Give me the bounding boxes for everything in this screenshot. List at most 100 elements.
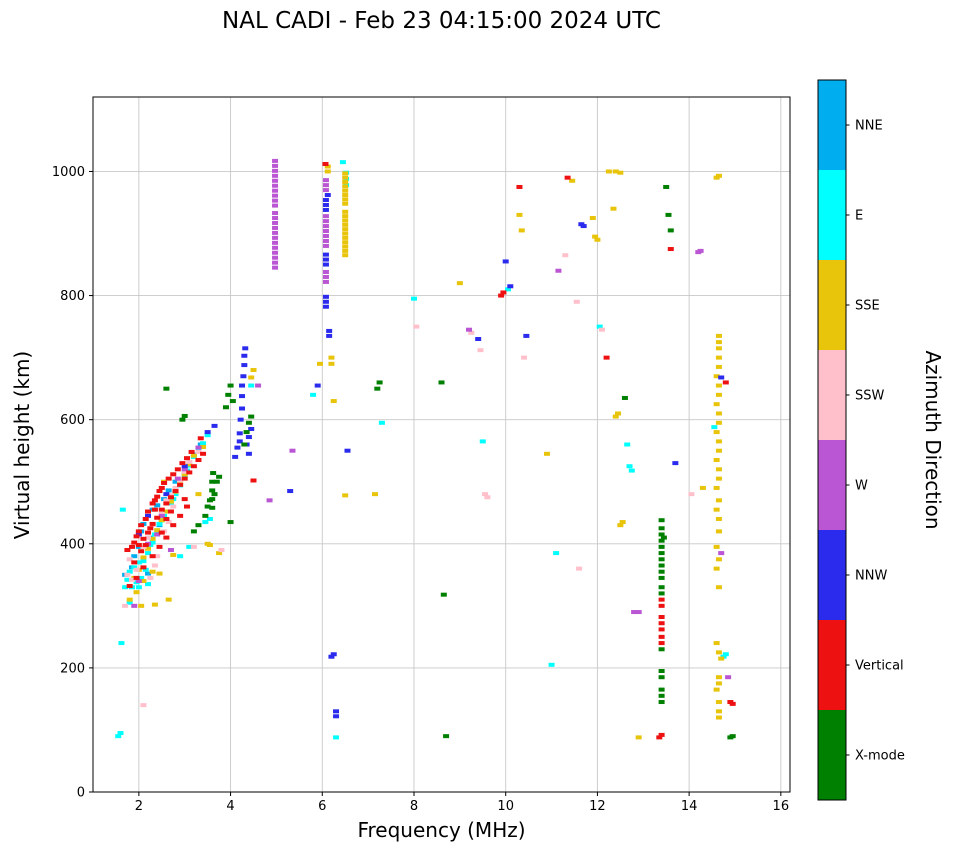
scatter-point bbox=[665, 212, 672, 217]
scatter-point bbox=[322, 274, 329, 279]
x-axis-label: Frequency (MHz) bbox=[357, 818, 526, 842]
x-tick-label: 12 bbox=[589, 799, 606, 814]
scatter-point bbox=[145, 535, 152, 540]
scatter-point bbox=[322, 224, 329, 229]
scatter-point bbox=[342, 188, 349, 193]
scatter-point bbox=[289, 448, 296, 453]
scatter-point bbox=[272, 240, 279, 245]
scatter-point bbox=[170, 552, 177, 557]
scatter-point bbox=[631, 610, 638, 615]
scatter-point bbox=[227, 520, 234, 525]
scatter-point bbox=[376, 380, 383, 385]
scatter-point bbox=[131, 565, 138, 570]
scatter-point bbox=[154, 528, 161, 533]
scatter-point bbox=[333, 714, 340, 719]
scatter-point bbox=[133, 590, 140, 595]
scatter-point bbox=[145, 546, 152, 551]
scatter-point bbox=[342, 184, 349, 189]
scatter-point bbox=[272, 260, 279, 265]
scatter-point bbox=[163, 516, 170, 521]
colorbar-segment-x-mode bbox=[818, 710, 846, 800]
scatter-point bbox=[610, 206, 617, 211]
colorbar-segment-ssw bbox=[818, 350, 846, 440]
scatter-point bbox=[204, 430, 211, 435]
scatter-point bbox=[181, 497, 188, 502]
scatter-point bbox=[140, 559, 147, 564]
scatter-point bbox=[216, 474, 223, 479]
x-tick-label: 6 bbox=[318, 799, 326, 814]
scatter-point bbox=[314, 383, 321, 388]
scatter-point bbox=[715, 340, 722, 345]
x-tick-label: 4 bbox=[226, 799, 234, 814]
scatter-point bbox=[163, 501, 170, 506]
scatter-point bbox=[248, 414, 255, 419]
colorbar-category-label: NNE bbox=[855, 119, 883, 134]
scatter-point bbox=[344, 448, 351, 453]
scatter-point bbox=[272, 235, 279, 240]
scatter-point bbox=[167, 547, 174, 552]
scatter-point bbox=[322, 207, 329, 212]
scatter-point bbox=[658, 634, 665, 639]
colorbar-segment-sse bbox=[818, 260, 846, 350]
scatter-point bbox=[715, 476, 722, 481]
scatter-point bbox=[115, 734, 122, 739]
scatter-point bbox=[117, 731, 124, 736]
scatter-point bbox=[518, 228, 525, 233]
scatter-point bbox=[596, 324, 603, 329]
scatter-point bbox=[658, 687, 665, 692]
scatter-point bbox=[342, 218, 349, 223]
scatter-point bbox=[206, 543, 213, 548]
scatter-point bbox=[126, 583, 133, 588]
scatter-point bbox=[715, 392, 722, 397]
scatter-point bbox=[211, 423, 218, 428]
scatter-point bbox=[715, 439, 722, 444]
scatter-point bbox=[699, 485, 706, 490]
scatter-point bbox=[658, 557, 665, 562]
scatter-point bbox=[322, 214, 329, 219]
scatter-point bbox=[667, 247, 674, 252]
scatter-point bbox=[272, 183, 279, 188]
plot-frame bbox=[92, 96, 791, 793]
scatter-point bbox=[658, 615, 665, 620]
scatter-point bbox=[140, 703, 147, 708]
scatter-point bbox=[204, 504, 211, 509]
scatter-point bbox=[248, 426, 255, 431]
scatter-point bbox=[142, 543, 149, 548]
scatter-point bbox=[122, 585, 129, 590]
scatter-point bbox=[195, 492, 202, 497]
scatter-point bbox=[715, 516, 722, 521]
scatter-point bbox=[272, 168, 279, 173]
scatter-point bbox=[167, 499, 174, 504]
scatter-point bbox=[119, 507, 126, 512]
scatter-point bbox=[658, 569, 665, 574]
scatter-point bbox=[573, 299, 580, 304]
scatter-point bbox=[126, 569, 133, 574]
scatter-point bbox=[174, 467, 181, 472]
scatter-point bbox=[195, 458, 202, 463]
scatter-point bbox=[237, 417, 244, 422]
scatter-point bbox=[177, 513, 184, 518]
scatter-point bbox=[181, 476, 188, 481]
scatter-point bbox=[322, 279, 329, 284]
scatter-point bbox=[658, 732, 665, 737]
scatter-point bbox=[498, 293, 505, 298]
scatter-point bbox=[658, 575, 665, 580]
scatter-point bbox=[272, 230, 279, 235]
scatter-point bbox=[322, 229, 329, 234]
scatter-point bbox=[658, 700, 665, 705]
scatter-point bbox=[145, 509, 152, 514]
scatter-point bbox=[688, 492, 695, 497]
scatter-point bbox=[715, 346, 722, 351]
scatter-point bbox=[241, 442, 248, 447]
scatter-point bbox=[255, 383, 262, 388]
scatter-point bbox=[322, 238, 329, 243]
scatter-point bbox=[128, 577, 135, 582]
scatter-point bbox=[330, 399, 337, 404]
scatter-point bbox=[715, 383, 722, 388]
scatter-point bbox=[266, 498, 273, 503]
scatter-point bbox=[124, 547, 131, 552]
scatter-point bbox=[138, 575, 145, 580]
scatter-point bbox=[147, 575, 154, 580]
scatter-point bbox=[174, 476, 181, 481]
